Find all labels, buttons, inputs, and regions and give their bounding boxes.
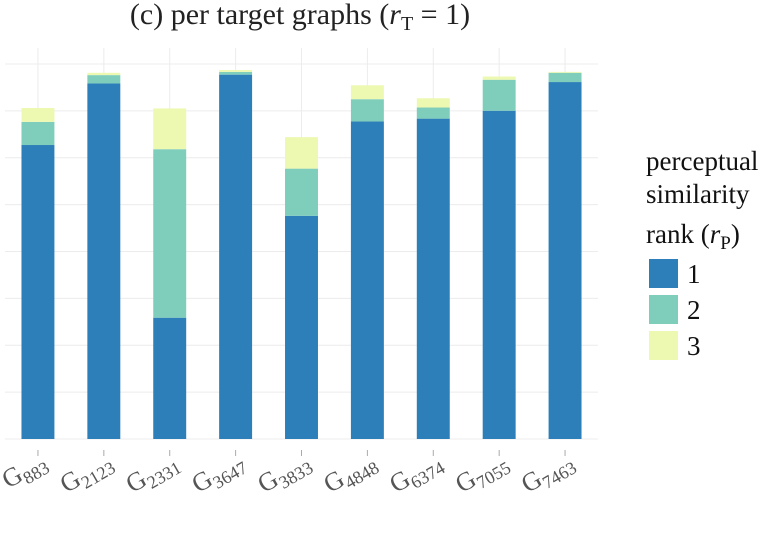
bar-G2331-rank-3 xyxy=(153,108,187,150)
x-tick-label: G6374 xyxy=(384,446,448,502)
legend-label-2: 2 xyxy=(687,295,701,325)
legend-swatch-3 xyxy=(649,331,678,360)
bar-G6374-rank-2 xyxy=(416,107,450,119)
bar-G7463-rank-1 xyxy=(548,82,582,440)
x-tick-label: G2331 xyxy=(121,446,185,502)
bar-G3647-rank-2 xyxy=(219,71,253,75)
legend-label-3: 3 xyxy=(687,331,701,361)
legend-swatch-2 xyxy=(649,295,678,324)
bar-G7463-rank-3 xyxy=(548,71,582,73)
legend: perceptual similarity rank (rP) 1 2 3 xyxy=(646,146,758,361)
bar-G3833-rank-3 xyxy=(285,137,318,169)
legend-title-line-3: rank (rP) xyxy=(646,219,740,254)
bar-G883-rank-3 xyxy=(21,107,55,122)
bar-G2331-rank-1 xyxy=(153,317,187,439)
legend-swatch-1 xyxy=(649,259,678,288)
bar-G2331-rank-2 xyxy=(153,149,187,318)
x-tick-label: G4848 xyxy=(318,446,382,502)
bar-layer xyxy=(21,70,582,440)
legend-title-line-2: similarity xyxy=(646,179,750,209)
x-tick-layer: G883 G2123 G2331 G3647 G3833 G4848 G6374 G7055 G… xyxy=(0,446,580,502)
legend-title-line-1: perceptual xyxy=(646,146,758,176)
legend-label-1: 1 xyxy=(687,259,701,289)
bar-G7055-rank-1 xyxy=(482,110,516,439)
bar-G7463-rank-2 xyxy=(548,72,582,83)
x-tick-label: G7055 xyxy=(450,446,514,502)
x-tick-label: G2123 xyxy=(55,446,119,502)
bar-G4848-rank-1 xyxy=(350,121,384,439)
bar-G883-rank-1 xyxy=(21,145,55,439)
bar-G4848-rank-3 xyxy=(350,85,384,100)
bar-G3833-rank-1 xyxy=(285,215,318,439)
bar-G3833-rank-2 xyxy=(285,168,318,216)
bar-G883-rank-2 xyxy=(21,121,55,146)
bar-G6374-rank-3 xyxy=(416,98,450,108)
chart-title: (c) per target graphs (rT = 1) xyxy=(130,0,470,35)
x-tick-label: G3833 xyxy=(253,446,317,502)
bar-G4848-rank-2 xyxy=(350,99,384,122)
bar-G3647-rank-3 xyxy=(219,70,253,72)
bar-G6374-rank-1 xyxy=(416,118,450,439)
x-tick-label: G3647 xyxy=(187,446,251,502)
bar-G3647-rank-1 xyxy=(219,74,253,440)
legend-items: 1 2 3 xyxy=(649,259,701,361)
x-tick-label: G883 xyxy=(0,446,53,497)
x-tick-label: G7463 xyxy=(516,446,580,502)
bar-G2123-rank-2 xyxy=(87,75,121,84)
bar-G7055-rank-3 xyxy=(482,76,516,80)
bar-G2123-rank-1 xyxy=(87,83,121,439)
bar-G2123-rank-3 xyxy=(87,72,121,76)
bar-G7055-rank-2 xyxy=(482,79,516,111)
